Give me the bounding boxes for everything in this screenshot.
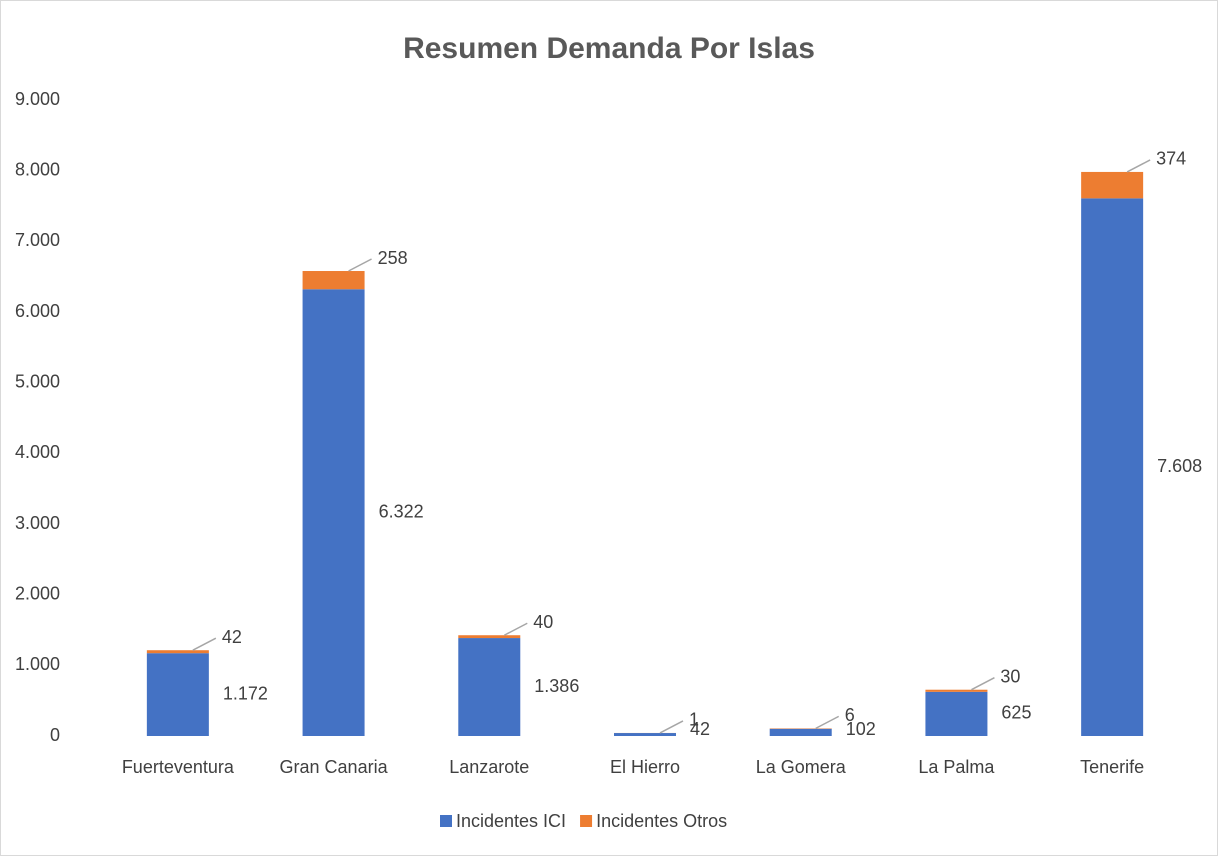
y-tick-label: 9.000 — [15, 89, 60, 109]
y-tick-label: 6.000 — [15, 301, 60, 321]
bar-segment — [769, 728, 832, 736]
bar-segment — [146, 653, 209, 736]
leader-line — [659, 720, 684, 734]
data-label: 42 — [690, 719, 710, 739]
data-label: 7.608 — [1157, 456, 1202, 476]
data-label: 6 — [845, 705, 855, 725]
data-label: 102 — [846, 719, 876, 739]
y-tick-label: 7.000 — [15, 230, 60, 250]
data-label: 6.322 — [379, 501, 424, 521]
y-tick-label: 4.000 — [15, 442, 60, 462]
x-tick-label: La Palma — [918, 757, 995, 777]
x-tick-label: Lanzarote — [449, 757, 529, 777]
data-label: 1 — [689, 710, 699, 730]
leader-line — [971, 677, 995, 691]
y-tick-label: 1.000 — [15, 654, 60, 674]
y-tick-label: 2.000 — [15, 583, 60, 603]
bar-segment — [614, 733, 676, 736]
legend-swatch — [440, 815, 452, 827]
x-tick-label: La Gomera — [756, 757, 847, 777]
data-label: 1.386 — [534, 676, 579, 696]
leader-line — [192, 637, 217, 651]
leader-line — [348, 258, 372, 272]
leader-line — [815, 715, 840, 730]
x-tick-label: Fuerteventura — [122, 757, 235, 777]
data-label: 1.172 — [223, 683, 268, 703]
y-tick-label: 5.000 — [15, 371, 60, 391]
bar-segment — [458, 635, 521, 639]
data-label: 40 — [533, 612, 553, 632]
x-tick-label: Tenerife — [1080, 757, 1144, 777]
bar-segment — [302, 289, 365, 736]
data-label: 374 — [1156, 149, 1186, 169]
y-tick-label: 8.000 — [15, 159, 60, 179]
bar-segment — [146, 650, 209, 654]
bar-segment — [1081, 198, 1144, 737]
y-tick-label: 3.000 — [15, 513, 60, 533]
data-label: 625 — [1001, 703, 1031, 723]
y-tick-label: 0 — [50, 725, 60, 745]
bar-segment — [925, 689, 988, 692]
bar-segment — [1081, 171, 1144, 199]
data-label: 30 — [1000, 666, 1020, 686]
legend-swatch — [580, 815, 593, 827]
data-label: 42 — [222, 627, 242, 647]
x-tick-label: El Hierro — [610, 757, 680, 777]
x-tick-label: Gran Canaria — [280, 757, 389, 777]
data-label: 258 — [378, 248, 408, 268]
bar-segment — [925, 691, 988, 736]
bar-segment — [302, 271, 365, 290]
bar-segment — [458, 638, 521, 736]
legend-label: Incidentes Otros — [596, 811, 727, 831]
chart-title: Resumen Demanda Por Islas — [403, 32, 815, 65]
legend-label: Incidentes ICI — [456, 811, 566, 831]
leader-line — [1126, 159, 1151, 173]
leader-line — [503, 622, 528, 636]
